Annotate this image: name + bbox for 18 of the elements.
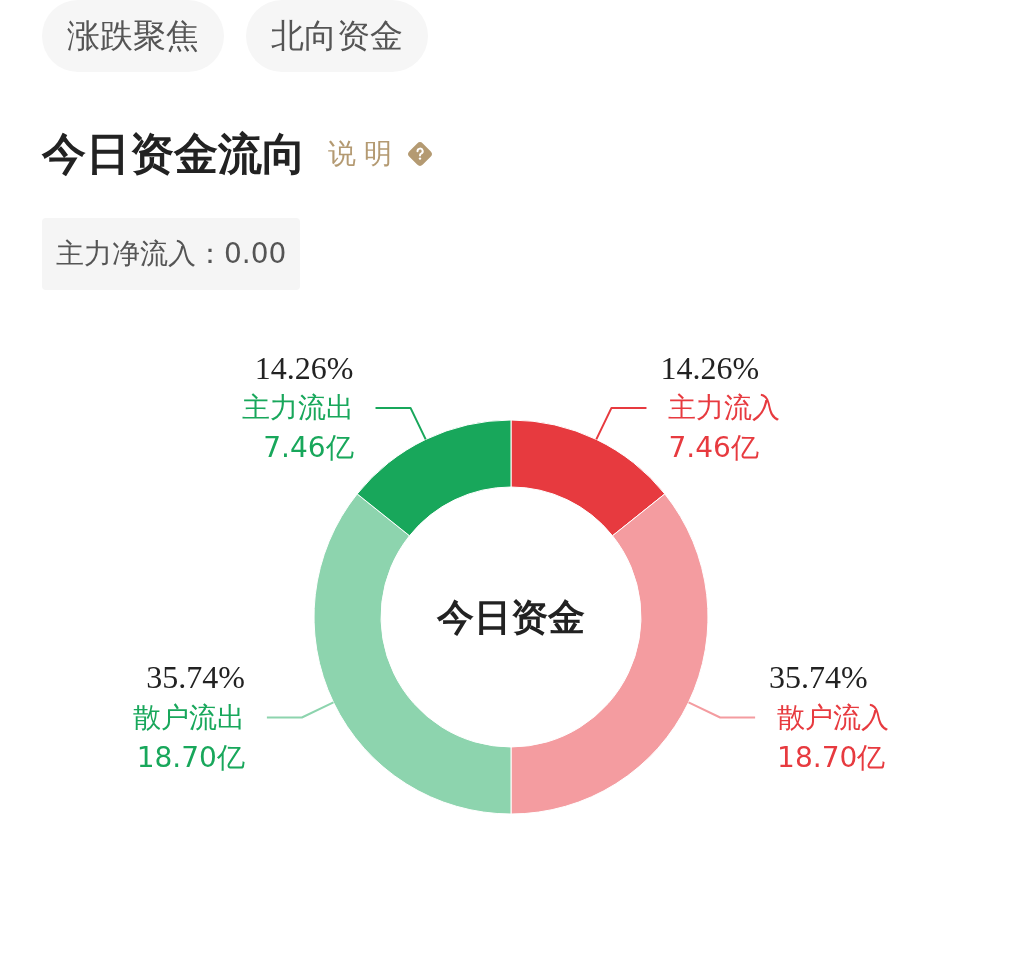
annotation: 14.26%: [660, 349, 760, 386]
tab: 北向资金: [246, 0, 428, 72]
slice-label: 散户流入: [777, 700, 890, 734]
slice-label: 散户流出: [132, 700, 245, 734]
data-label: 18.70亿: [777, 740, 886, 774]
tab: 涨跌聚焦: [42, 0, 224, 72]
data-label: 7.46亿: [668, 431, 759, 465]
annotation: 35.74%: [146, 659, 245, 696]
slice-label: 主力流入: [668, 391, 781, 425]
data-label: 18.70亿: [136, 740, 245, 774]
chart-title: 今日资金流向: [42, 127, 306, 181]
annotation: 14.26%: [254, 349, 354, 386]
data-label: 7.46亿: [263, 431, 354, 465]
text: 说明: [328, 136, 400, 172]
slice-label: 主力流出: [241, 391, 354, 425]
chart-subtitle: 主力净流入：0.00: [42, 218, 301, 290]
annotation: 35.74%: [769, 659, 868, 696]
center-label: 今日资金: [437, 595, 585, 639]
